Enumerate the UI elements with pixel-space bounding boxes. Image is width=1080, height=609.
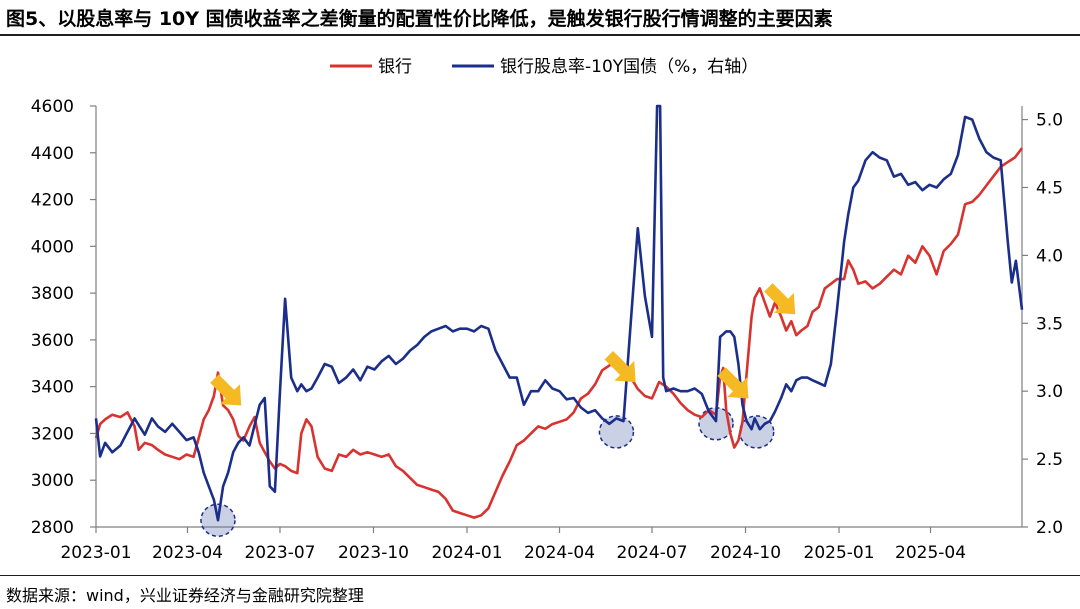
callout-arrow <box>717 367 749 399</box>
y-left-tick-label: 4000 <box>31 237 74 257</box>
callout-arrow <box>764 283 796 315</box>
chart-area: 2023-01 2023-04 2023-07 2023-10 2024-01 2024-… <box>31 57 1063 563</box>
y-left-tick-label: 3000 <box>31 471 74 491</box>
y-left-tick-label: 3800 <box>31 284 74 304</box>
figure-title: 图5、以股息率与 10Y 国债收益率之差衡量的配置性价比降低，是触发银行股行情调… <box>6 8 833 30</box>
x-tick-label: 2024-07 <box>616 543 687 563</box>
y-right-tick-label: 3.5 <box>1036 314 1063 334</box>
callout-arrow-shape <box>717 367 749 399</box>
y-right-tick-label: 3.0 <box>1036 382 1063 402</box>
callout-arrow <box>604 350 636 383</box>
legend-label: 银行股息率-10Y国债（%，右轴） <box>500 57 758 77</box>
dividend-spread-line <box>94 104 1024 522</box>
x-tick-label: 2025-04 <box>895 543 966 563</box>
y-left-tick-label: 4200 <box>31 191 74 211</box>
y-left-tick-label: 2800 <box>31 518 74 538</box>
x-tick-label: 2023-07 <box>244 543 315 563</box>
callout-arrow <box>210 374 242 406</box>
y-right-tick-label: 2.5 <box>1036 450 1063 470</box>
callout-arrow-shape <box>604 350 636 383</box>
y-right-tick-label: 4.0 <box>1036 246 1063 266</box>
x-tick-label: 2023-10 <box>338 543 409 563</box>
y-right-tick-label: 5.0 <box>1036 111 1063 131</box>
title-rule <box>0 34 1080 36</box>
x-tick-label: 2024-01 <box>431 543 502 563</box>
y-right-tick-label: 4.5 <box>1036 178 1063 198</box>
x-tick-label: 2024-10 <box>710 543 781 563</box>
y-left-tick-label: 3200 <box>31 424 74 444</box>
y-left-tick-label: 3600 <box>31 331 74 351</box>
legend-label: 银行 <box>378 57 412 77</box>
x-tick-label: 2023-01 <box>60 543 131 563</box>
bank-index-line <box>94 147 1024 519</box>
bottom-rule <box>0 575 1080 576</box>
y-left-tick-label: 4400 <box>31 144 74 164</box>
callout-arrow-shape <box>210 374 242 406</box>
source-note: 数据来源：wind，兴业证券经济与金融研究院整理 <box>6 586 364 605</box>
x-tick-label: 2024-04 <box>524 543 595 563</box>
x-tick-label: 2023-04 <box>152 543 223 563</box>
y-left-tick-label: 4600 <box>31 97 74 117</box>
y-left-tick-label: 3400 <box>31 378 74 398</box>
callout-arrow-shape <box>764 283 796 315</box>
y-right-tick-label: 2.0 <box>1036 518 1063 538</box>
x-tick-label: 2025-01 <box>804 543 875 563</box>
